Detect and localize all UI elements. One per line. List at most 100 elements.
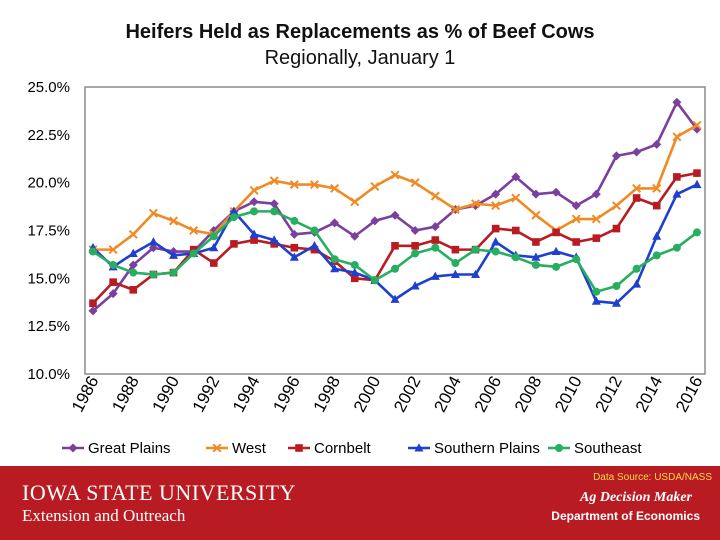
data-point-southeast: [511, 253, 520, 262]
data-point-southeast: [451, 259, 460, 268]
data-point-west-stroke: [611, 201, 621, 211]
data-point-southern-plains: [430, 271, 440, 280]
data-point-west-stroke: [269, 176, 279, 186]
legend-marker: [414, 443, 424, 452]
data-point-west-stroke: [249, 185, 259, 195]
series-southeast: [89, 207, 701, 296]
data-point-great-plains: [269, 199, 279, 209]
data-point-cornbelt: [612, 224, 621, 233]
data-point-southeast: [350, 260, 359, 269]
data-point-west-stroke: [169, 216, 179, 226]
chart-subtitle: Regionally, January 1: [265, 47, 456, 69]
data-point-cornbelt: [693, 169, 701, 177]
data-point-southeast: [391, 264, 399, 273]
x-tick-label: 2016: [672, 373, 707, 415]
data-point-great-plains: [410, 226, 420, 235]
series-west: [88, 120, 702, 255]
x-tick-label: 1988: [108, 373, 143, 415]
data-point-southeast: [189, 249, 198, 258]
data-point-great-plains: [330, 218, 340, 228]
data-point-west-stroke: [128, 229, 138, 239]
data-point-cornbelt: [632, 194, 641, 202]
data-point-great-plains: [491, 189, 501, 199]
data-point-southeast: [89, 247, 97, 256]
data-point-southeast: [209, 232, 218, 241]
data-point-cornbelt: [572, 238, 580, 246]
data-point-west-stroke: [652, 183, 662, 193]
chart-title: Heifers Held as Replacements as % of Bee…: [125, 21, 594, 43]
data-point-west: [330, 183, 340, 193]
data-point-west: [511, 193, 521, 203]
data-point-southeast: [552, 262, 561, 271]
legend-marker: [212, 443, 222, 453]
data-point-southern-plains: [491, 237, 501, 246]
data-point-west: [309, 180, 319, 190]
data-point-southern-plains: [229, 206, 239, 215]
data-point-cornbelt: [491, 224, 500, 233]
x-axis: 1986 1988 1990 1992 1994 1996 1998 2000 2002 2004…: [68, 373, 707, 415]
data-point-west-stroke: [531, 210, 541, 220]
data-point-cornbelt: [451, 245, 460, 254]
data-point-cornbelt: [250, 236, 258, 244]
extension-name: Extension and Outreach: [22, 506, 186, 525]
data-point-great-plains: [652, 139, 662, 149]
data-point-southeast: [270, 207, 279, 216]
x-tick-label: 2010: [551, 373, 586, 415]
data-point-great-plains: [511, 172, 521, 182]
legend-marker: [555, 444, 563, 452]
data-point-southern-plains: [672, 189, 682, 198]
legend-marker: [68, 443, 78, 453]
data-point-southern-plains: [531, 252, 541, 261]
data-point-west: [390, 170, 400, 180]
data-point-west: [370, 181, 380, 192]
legend-item-cornbelt: Cornbelt: [288, 440, 372, 457]
data-point-west-stroke: [370, 181, 380, 192]
data-point-southeast: [310, 226, 319, 235]
data-point-southeast: [149, 270, 158, 279]
data-point-great-plains: [692, 124, 702, 134]
y-tick-label: 17.5%: [27, 223, 70, 240]
chart: Heifers Held as Replacements as % of Bee…: [27, 21, 707, 457]
data-point-great-plains: [591, 189, 601, 199]
series-layer: [88, 97, 702, 316]
data-point-southeast: [693, 228, 701, 237]
data-point-cornbelt: [210, 259, 218, 267]
y-tick-label: 22.5%: [27, 127, 70, 144]
data-point-west-stroke: [410, 178, 420, 188]
data-point-cornbelt: [673, 173, 681, 181]
data-point-west-stroke: [511, 193, 521, 203]
x-tick-label: 1990: [149, 373, 184, 415]
data-point-great-plains: [430, 222, 440, 232]
y-tick-label: 15.0%: [27, 270, 70, 287]
legend-label: Southern Plains: [434, 440, 540, 457]
data-point-west-stroke: [692, 120, 702, 130]
data-point-west: [350, 197, 360, 207]
data-point-west-stroke: [390, 170, 400, 180]
data-point-cornbelt: [270, 240, 278, 248]
series-southern-plains: [88, 179, 702, 307]
data-point-west: [611, 201, 621, 211]
data-point-west-stroke: [289, 180, 299, 190]
y-axis: 10.0% 12.5% 15.0% 17.5% 20.0% 22.5% 25.0%: [27, 79, 70, 383]
y-tick-label: 25.0%: [27, 79, 70, 96]
series-cornbelt: [89, 169, 701, 308]
data-point-great-plains: [370, 216, 380, 226]
data-point-west-stroke: [148, 208, 158, 218]
data-point-cornbelt: [350, 274, 359, 283]
series-line-west: [93, 124, 698, 251]
data-point-west-stroke: [350, 197, 360, 207]
data-point-southern-plains: [169, 250, 179, 259]
data-point-southern-plains: [390, 294, 400, 303]
legend-marker: [295, 444, 303, 452]
data-point-west: [471, 199, 481, 209]
data-point-great-plains: [632, 147, 642, 157]
data-point-southeast: [572, 255, 581, 264]
data-point-great-plains: [88, 306, 98, 316]
data-point-west: [632, 183, 642, 193]
data-point-southern-plains: [148, 237, 158, 246]
ag-decision-maker-logo: Ag Decision Maker: [580, 490, 692, 505]
series-great-plains: [88, 97, 702, 316]
legend-label: Southeast: [574, 440, 642, 457]
data-point-west-stroke: [108, 245, 118, 255]
legend-item-west: West: [206, 440, 267, 457]
